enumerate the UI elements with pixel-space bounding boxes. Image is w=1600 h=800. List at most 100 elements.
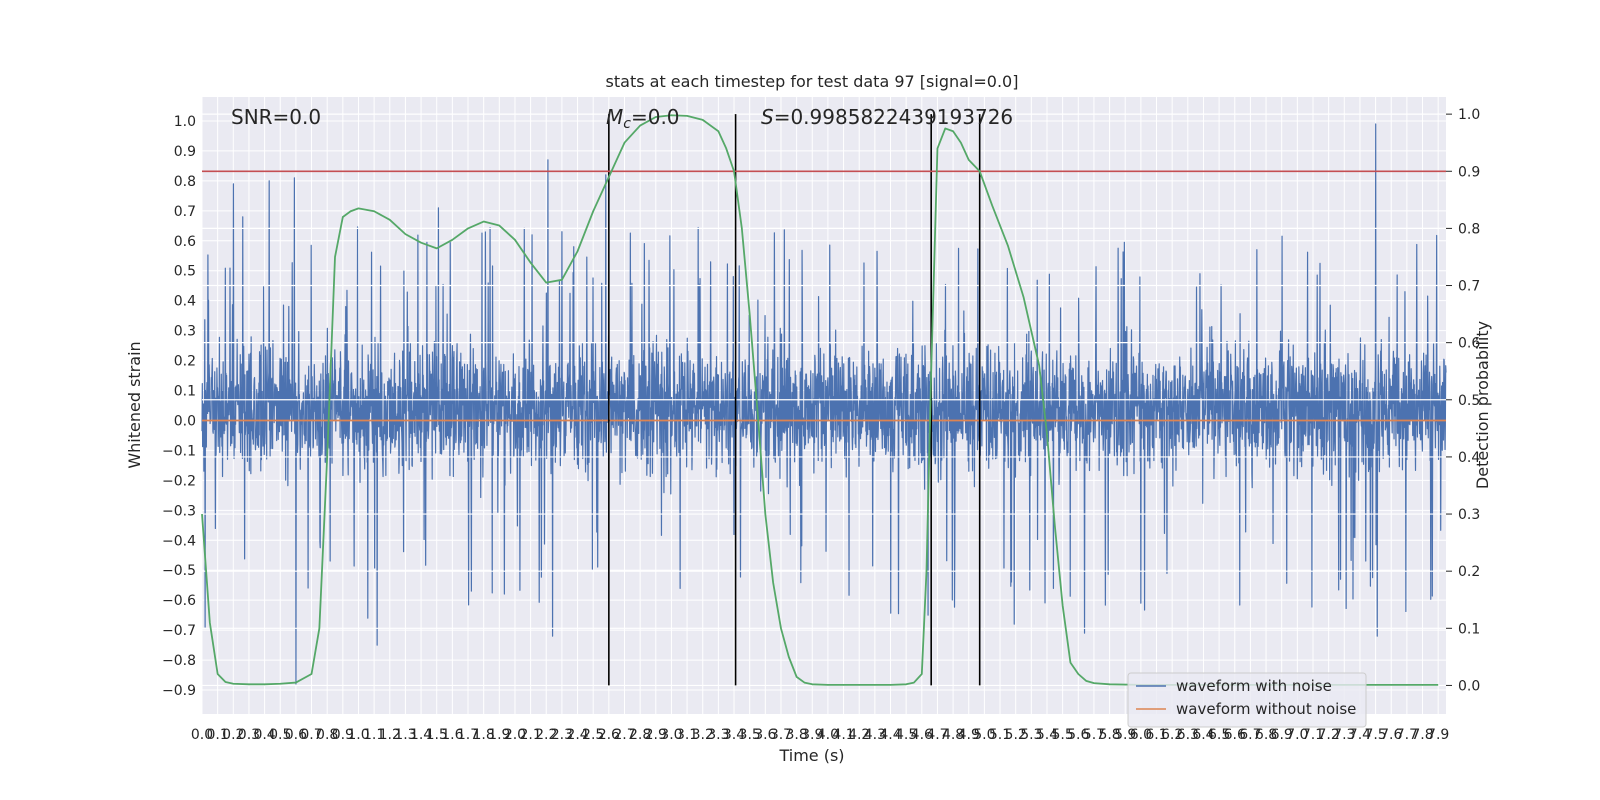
x-tick-label: 0.9	[332, 727, 354, 743]
mc-annotation: Mc=0.0	[606, 105, 680, 132]
y-tick-label: 0.3	[174, 324, 196, 340]
x-tick-label: 5.6	[1067, 727, 1089, 743]
y-tick-label: 0.8	[174, 174, 196, 190]
x-tick-label: 2.3	[551, 727, 573, 743]
x-tick-label: 6.1	[1145, 727, 1167, 743]
y-right-tick-label: 0.8	[1458, 221, 1480, 237]
x-tick-label: 7.6	[1380, 727, 1402, 743]
x-tick-label: 0.3	[238, 727, 260, 743]
x-tick-label: 4.5	[895, 727, 917, 743]
y-axis-right-ticks: 1.0 0.9 0.8 0.7 0.6 0.5 0.4 0.3 0.2 0.1 0.0	[1446, 107, 1480, 694]
x-axis-label: Time (s)	[778, 746, 844, 765]
y-right-tick-label: 0.0	[1458, 678, 1480, 694]
y-tick-label: 0.7	[174, 204, 196, 220]
legend-box	[1127, 672, 1367, 728]
y-axis-right-label: Detection probability	[1473, 321, 1492, 489]
s-symbol: S	[761, 105, 774, 129]
legend-noise-label: waveform with noise	[1176, 677, 1332, 695]
y-tick-label: −0.8	[162, 653, 196, 669]
x-tick-label: 1.9	[488, 727, 510, 743]
x-tick-label: 6.0	[1130, 727, 1152, 743]
y-tick-label: 0.6	[174, 234, 196, 250]
x-tick-label: 7.9	[1427, 727, 1449, 743]
x-tick-label: 6.2	[1161, 727, 1183, 743]
x-tick-label: 5.7	[1083, 727, 1105, 743]
x-tick-label: 5.9	[1114, 727, 1136, 743]
y-axis-left-ticks: 1.0 0.9 0.8 0.7 0.6 0.5 0.4 0.3 0.2 0.1 0.0 −0.1 −0.…	[162, 114, 196, 699]
x-tick-label: 1.5	[426, 727, 448, 743]
s-value: =0.9985822439193726	[774, 105, 1013, 129]
x-tick-label: 6.4	[1192, 727, 1214, 743]
y-tick-label: 0.5	[174, 264, 196, 280]
y-axis-label: Whitened strain	[125, 341, 144, 468]
y-right-tick-label: 0.5	[1458, 393, 1480, 409]
x-tick-label: 3.2	[692, 727, 714, 743]
grid-overlay	[202, 113, 1446, 687]
x-tick-label: 1.0	[347, 727, 369, 743]
y-tick-label: −0.6	[162, 593, 196, 609]
x-tick-label: 4.4	[879, 727, 901, 743]
x-tick-label: 0.4	[253, 727, 275, 743]
y-right-tick-label: 0.9	[1458, 164, 1480, 180]
x-tick-label: 7.7	[1396, 727, 1418, 743]
y-tick-label: −0.7	[162, 623, 196, 639]
legend-clean-label: waveform without noise	[1176, 700, 1356, 718]
x-tick-label: 1.3	[394, 727, 416, 743]
y-tick-label: 0.4	[174, 294, 196, 310]
x-tick-label: 3.0	[660, 727, 682, 743]
x-axis-ticks: 0.00.10.20.30.40.50.60.70.80.91.01.11.21…	[191, 727, 1449, 743]
x-tick-label: 7.4	[1349, 727, 1371, 743]
x-tick-label: 5.0	[973, 727, 995, 743]
x-tick-label: 6.3	[1177, 727, 1199, 743]
x-tick-label: 1.7	[457, 727, 479, 743]
y-right-tick-label: 0.6	[1458, 336, 1480, 352]
x-tick-label: 3.1	[676, 727, 698, 743]
noise-line	[201, 123, 1447, 685]
x-tick-label: 4.3	[864, 727, 886, 743]
x-tick-label: 7.2	[1318, 727, 1340, 743]
x-tick-label: 4.7	[926, 727, 948, 743]
waveform-with-noise-series	[201, 123, 1447, 685]
x-tick-label: 6.5	[1208, 727, 1230, 743]
y-tick-label: −0.2	[162, 473, 196, 489]
y-tick-label: 0.2	[174, 354, 196, 370]
x-tick-label: 0.0	[191, 727, 213, 743]
x-tick-label: 3.9	[801, 727, 823, 743]
legend: waveform with noise waveform without noi…	[1127, 672, 1367, 728]
x-tick-label: 0.5	[269, 727, 291, 743]
x-tick-label: 1.8	[473, 727, 495, 743]
x-tick-label: 3.7	[770, 727, 792, 743]
probability-line	[201, 114, 1439, 686]
x-tick-label: 7.0	[1286, 727, 1308, 743]
y-tick-label: 0.1	[174, 384, 196, 400]
x-tick-label: 5.5	[1051, 727, 1073, 743]
x-tick-label: 5.1	[989, 727, 1011, 743]
y-right-tick-label: 0.1	[1458, 621, 1480, 637]
x-tick-label: 4.6	[911, 727, 933, 743]
x-tick-label: 4.2	[848, 727, 870, 743]
y-tick-label: 1.0	[174, 114, 196, 130]
y-right-tick-label: 1.0	[1458, 107, 1480, 123]
y-tick-label: −0.3	[162, 503, 196, 519]
x-tick-label: 6.6	[1224, 727, 1246, 743]
x-tick-label: 4.1	[832, 727, 854, 743]
s-annotation: S=0.9985822439193726	[761, 105, 1013, 129]
x-tick-label: 3.5	[739, 727, 761, 743]
y-tick-label: −0.1	[162, 443, 196, 459]
x-tick-label: 2.9	[645, 727, 667, 743]
y-right-tick-label: 0.4	[1458, 450, 1480, 466]
x-tick-label: 0.1	[207, 727, 229, 743]
x-tick-label: 7.5	[1364, 727, 1386, 743]
x-tick-label: 1.4	[410, 727, 432, 743]
x-tick-label: 7.8	[1411, 727, 1433, 743]
x-tick-label: 2.5	[582, 727, 604, 743]
x-tick-label: 6.7	[1239, 727, 1261, 743]
detection-probability-series	[201, 114, 1439, 686]
y-tick-label: −0.9	[162, 683, 196, 699]
x-tick-label: 5.2	[1005, 727, 1027, 743]
x-tick-label: 2.4	[566, 727, 588, 743]
x-tick-label: 2.1	[519, 727, 541, 743]
x-tick-label: 2.0	[504, 727, 526, 743]
x-tick-label: 2.2	[535, 727, 557, 743]
x-tick-label: 4.9	[958, 727, 980, 743]
